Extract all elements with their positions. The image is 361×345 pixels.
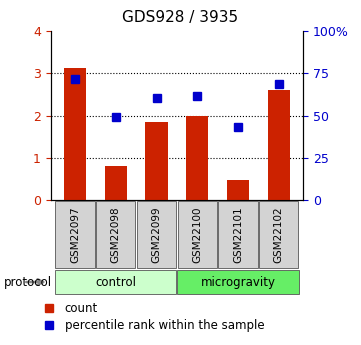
Bar: [177, 270, 299, 294]
Bar: [178, 201, 217, 268]
Text: GSM22101: GSM22101: [233, 206, 243, 263]
Text: GSM22097: GSM22097: [70, 206, 80, 263]
Text: GSM22102: GSM22102: [274, 206, 284, 263]
Bar: [259, 201, 298, 268]
Bar: [96, 201, 135, 268]
Bar: [105, 166, 127, 200]
Text: GSM22098: GSM22098: [111, 206, 121, 263]
Text: percentile rank within the sample: percentile rank within the sample: [65, 319, 264, 332]
Bar: [64, 68, 86, 200]
Bar: [145, 122, 168, 200]
Text: GSM22099: GSM22099: [152, 206, 161, 263]
Bar: [227, 180, 249, 200]
Text: protocol: protocol: [4, 276, 52, 288]
Bar: [55, 270, 177, 294]
Bar: [186, 116, 209, 200]
Bar: [268, 90, 290, 200]
Bar: [137, 201, 176, 268]
Bar: [56, 201, 95, 268]
Bar: [218, 201, 258, 268]
Text: GDS928 / 3935: GDS928 / 3935: [122, 10, 239, 25]
Text: microgravity: microgravity: [200, 276, 275, 288]
Text: control: control: [95, 276, 136, 288]
Text: count: count: [65, 302, 98, 315]
Text: GSM22100: GSM22100: [192, 206, 202, 263]
